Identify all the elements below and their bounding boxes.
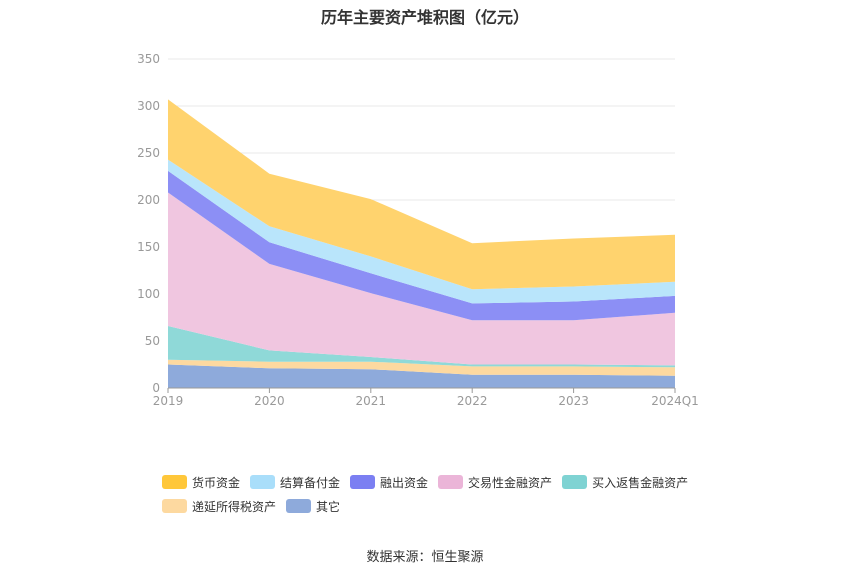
legend-label: 交易性金融资产 — [468, 475, 553, 490]
area-series-3 — [168, 326, 675, 368]
legend-item[interactable]: 买入返售金融资产 — [562, 474, 688, 491]
area-series-6 — [168, 159, 675, 304]
legend-row-2: 递延所得税资产 其它 — [162, 494, 722, 518]
y-tick-label: 0 — [152, 381, 160, 395]
y-tick-label: 350 — [137, 52, 160, 66]
legend-label: 融出资金 — [380, 475, 429, 490]
x-tick-label: 2024Q1 — [651, 394, 699, 408]
legend-item[interactable]: 其它 — [286, 498, 340, 515]
legend: 货币资金 结算备付金 融出资金 交易性金融资产 买入返售金融资产 递延所得税资产 其它 — [162, 470, 722, 518]
legend-item[interactable]: 结算备付金 — [250, 474, 340, 491]
legend-swatch — [438, 475, 464, 489]
legend-item[interactable]: 递延所得税资产 — [162, 498, 276, 515]
legend-label: 买入返售金融资产 — [592, 475, 689, 490]
area-series-2 — [168, 359, 675, 376]
data-source: 数据来源：恒生聚源 — [366, 550, 484, 565]
legend-label: 递延所得税资产 — [192, 499, 277, 514]
x-tick-label: 2023 — [558, 394, 589, 408]
legend-label: 货币资金 — [192, 475, 241, 490]
legend-item[interactable]: 货币资金 — [162, 474, 240, 491]
legend-swatch — [562, 475, 588, 489]
chart-title: 历年主要资产堆积图（亿元） — [320, 8, 529, 27]
x-tick-label: 2022 — [457, 394, 488, 408]
legend-swatch — [250, 475, 276, 489]
area-series-4 — [168, 192, 675, 366]
legend-swatch — [286, 499, 312, 513]
legend-label: 结算备付金 — [280, 475, 341, 490]
legend-swatch — [350, 475, 376, 489]
legend-item[interactable]: 融出资金 — [350, 474, 428, 491]
x-tick-label: 2021 — [356, 394, 387, 408]
y-tick-label: 300 — [137, 99, 160, 113]
y-tick-label: 50 — [145, 334, 160, 348]
x-tick-label: 2019 — [153, 394, 184, 408]
y-tick-label: 100 — [137, 287, 160, 301]
area-series-7 — [168, 99, 675, 290]
legend-label: 其它 — [316, 499, 341, 514]
legend-item[interactable]: 交易性金融资产 — [438, 474, 552, 491]
y-tick-label: 200 — [137, 193, 160, 207]
legend-swatch — [162, 499, 187, 513]
x-tick-label: 2020 — [254, 394, 285, 408]
y-tick-label: 250 — [137, 146, 160, 160]
area-series-1 — [168, 364, 675, 388]
y-tick-label: 150 — [137, 240, 160, 254]
legend-row-1: 货币资金 结算备付金 融出资金 交易性金融资产 买入返售金融资产 — [162, 470, 722, 494]
area-series-5 — [168, 170, 675, 321]
legend-swatch — [162, 475, 187, 489]
